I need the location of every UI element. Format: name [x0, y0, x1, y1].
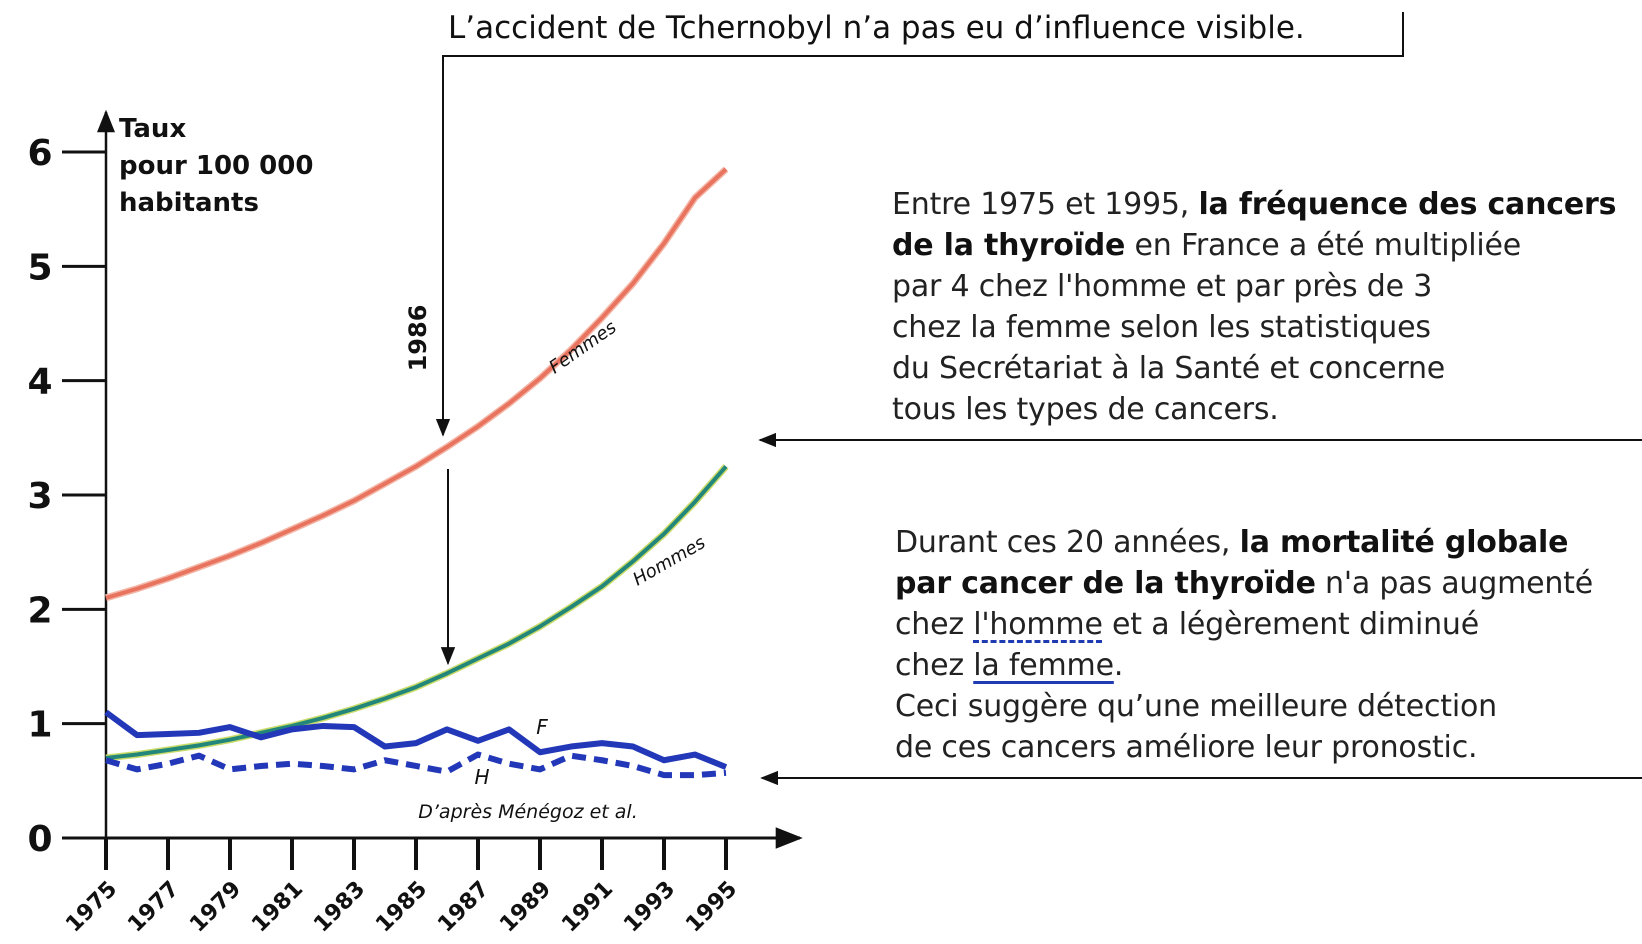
text-line: chez la femme.: [895, 645, 1593, 686]
text-segment: tous les types de cancers.: [892, 392, 1279, 427]
y-axis-label: Taux: [119, 114, 186, 144]
y-axis-label: habitants: [119, 188, 259, 218]
text-segment: Entre 1975 et 1995,: [892, 187, 1199, 222]
text-segment: par 4 chez l'homme et par près de 3: [892, 269, 1433, 304]
paragraph: Entre 1975 et 1995, la fréquence des can…: [892, 184, 1616, 430]
text-line: par cancer de la thyroïde n'a pas augmen…: [895, 563, 1593, 604]
series-line: [105, 465, 728, 760]
series-label: Hommes: [629, 532, 709, 590]
x-tick-label: 1991: [557, 877, 618, 938]
x-tick-label: 1987: [433, 877, 494, 938]
text-segment: chez: [895, 648, 974, 683]
x-tick-label: 1985: [371, 877, 432, 938]
event-label: 1986: [404, 305, 432, 372]
event-bracket: [435, 12, 1404, 437]
text-segment: Durant ces 20 années,: [895, 525, 1240, 560]
paragraph: Durant ces 20 années, la mortalité globa…: [895, 522, 1593, 768]
x-tick-label: 1995: [681, 877, 742, 938]
text-segment: par cancer de la thyroïde: [895, 566, 1316, 601]
text-segment: la mortalité globale: [1239, 525, 1569, 560]
text-line: tous les types de cancers.: [892, 389, 1616, 430]
y-tick-label: 2: [27, 590, 52, 631]
text-line: chez l'homme et a légèrement diminué: [895, 604, 1593, 645]
x-tick-label: 1981: [247, 877, 308, 938]
series-line: [105, 167, 728, 600]
text-line: par 4 chez l'homme et par près de 3: [892, 266, 1616, 307]
x-tick-label: 1975: [61, 877, 122, 938]
text-line: chez la femme selon les statistiques: [892, 307, 1616, 348]
text-segment: en France a été multipliée: [1125, 228, 1522, 263]
text-segment: chez la femme selon les statistiques: [892, 310, 1431, 345]
series-line-shadow: [105, 166, 729, 602]
text-segment: la fréquence des cancers: [1198, 187, 1617, 222]
x-tick-label: 1983: [309, 877, 370, 938]
y-tick-label: 3: [27, 476, 52, 517]
text-line: Entre 1975 et 1995, la fréquence des can…: [892, 184, 1616, 225]
y-tick-label: 5: [27, 247, 52, 288]
series-line: [105, 751, 727, 779]
text-segment: chez: [895, 607, 974, 642]
text-line: Durant ces 20 années, la mortalité globa…: [895, 522, 1593, 563]
text-segment: de la thyroïde: [892, 228, 1126, 263]
source: D’après Ménégoz et al.: [418, 801, 637, 823]
text-line: Ceci suggère qu’une meilleure détection: [895, 686, 1593, 727]
text-segment: .: [1113, 648, 1124, 683]
y-tick-label: 1: [27, 705, 52, 746]
y-tick-label: 6: [27, 133, 52, 174]
text-line: de la thyroïde en France a été multiplié…: [892, 225, 1616, 266]
series-label: F: [536, 715, 548, 739]
text-segment: Ceci suggère qu’une meilleure détection: [895, 689, 1497, 724]
series-label: H: [474, 765, 489, 789]
x-tick-label: 1977: [123, 877, 184, 938]
text-segment: la femme: [973, 648, 1114, 683]
y-axis-label: pour 100 000: [119, 151, 313, 181]
text-segment: et a légèrement diminué: [1102, 607, 1479, 642]
series-line: [104, 709, 728, 770]
series-label: Femmes: [545, 317, 620, 378]
x-tick-label: 1989: [495, 877, 556, 938]
text-line: du Secrétariat à la Santé et concerne: [892, 348, 1616, 389]
text-segment: du Secrétariat à la Santé et concerne: [892, 351, 1446, 386]
x-tick-label: 1979: [185, 877, 246, 938]
text-line: de ces cancers améliore leur pronostic.: [895, 727, 1593, 768]
y-tick-label: 4: [27, 362, 52, 403]
series-line-shadow: [105, 464, 729, 762]
y-tick-label: 0: [27, 819, 52, 860]
text-segment: n'a pas augmenté: [1315, 566, 1593, 601]
header: L’accident de Tchernobyl n’a pas eu d’in…: [448, 10, 1305, 46]
text-segment: de ces cancers améliore leur pronostic.: [895, 730, 1478, 765]
x-tick-label: 1993: [619, 877, 680, 938]
text-segment: l'homme: [973, 607, 1103, 642]
